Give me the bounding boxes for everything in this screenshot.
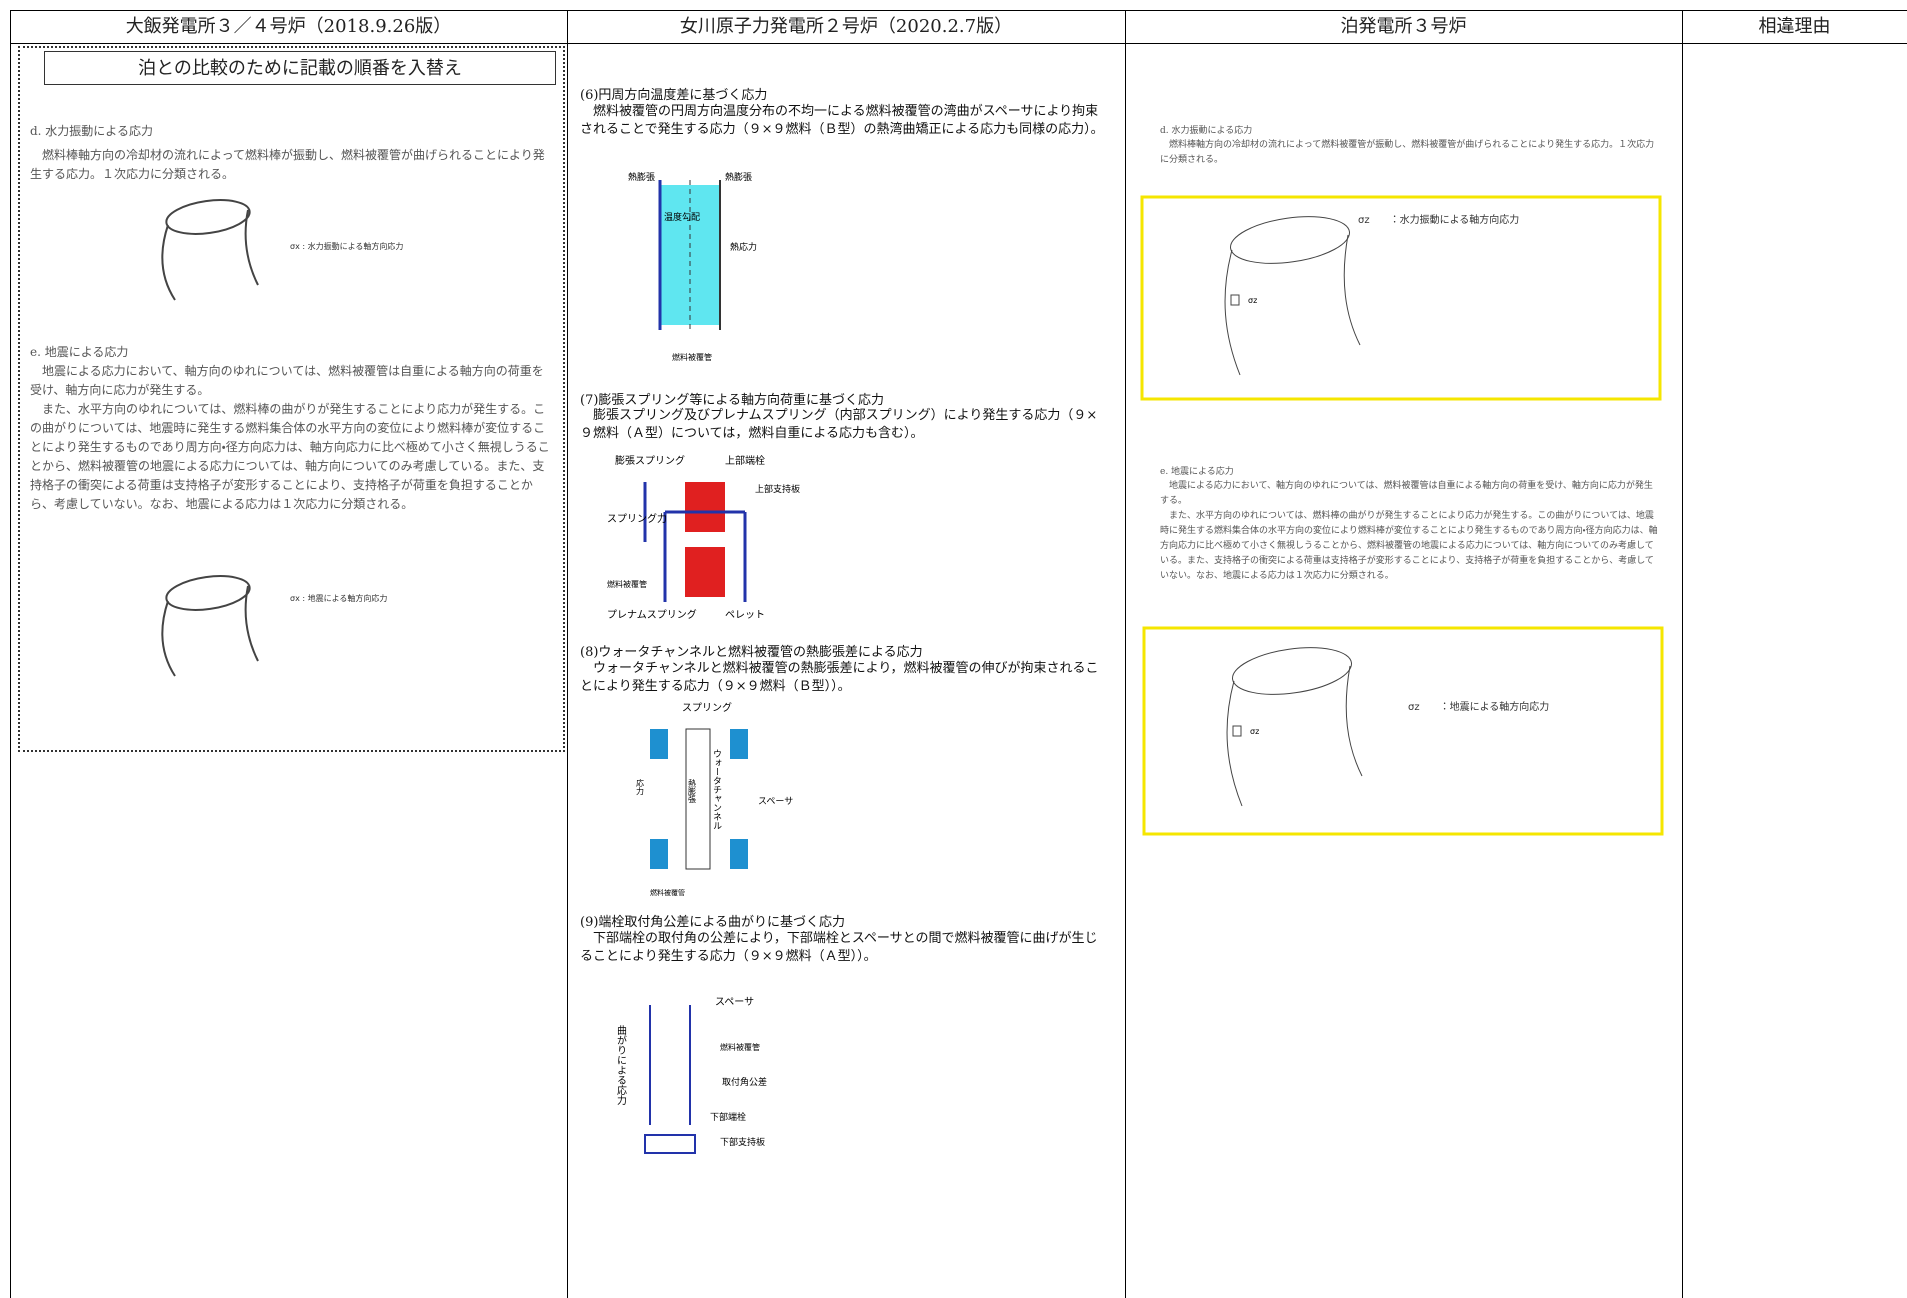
thermal-figure: 熱膨張 熱膨張 温度勾配 熱応力 燃料被覆管: [628, 171, 757, 362]
figure-label: 応力: [636, 779, 645, 796]
table-top: [10, 10, 1907, 11]
paragraph: 燃料棒軸方向の冷却材の流れによって燃料棒が振動し、燃料被覆管が曲げられることによ…: [30, 148, 545, 181]
figure-label: σx : 水力振動による軸方向応力: [290, 241, 403, 251]
figure-label: σz ：地震による軸方向応力: [1408, 700, 1549, 713]
column-header: 大飯発電所３／４号炉（2018.9.26版）: [10, 10, 567, 44]
section-title: d. 水力振動による応力: [1160, 126, 1253, 136]
paragraph: 地震による応力において、軸方向のゆれについては、燃料被覆管は自重による軸方向の荷…: [1160, 481, 1653, 506]
paragraph: また、水平方向のゆれについては、燃料棒の曲がりが発生することにより応力が発生する…: [1160, 511, 1658, 581]
figure-label: 燃料被覆管: [650, 888, 685, 897]
spring-figure: 膨張スプリング 上部端栓 上部支持板 スプリング力 燃料被覆管 プレナムスプリン…: [607, 454, 800, 621]
col-line: [1682, 10, 1683, 1298]
figure-label: スプリング力: [607, 512, 667, 525]
channel-figure: スプリング ウォータチャンネル 熱膨張 応力 スペーサ 燃料被覆管: [636, 701, 794, 897]
column-header: 相違理由: [1682, 10, 1907, 44]
figure-label: 下部端栓: [710, 1111, 746, 1123]
figure-label: 上部支持板: [755, 483, 800, 495]
figure-label: 熱応力: [730, 241, 757, 253]
figure-label: σx : 地震による軸方向応力: [290, 593, 387, 603]
figure-label: 熱膨張: [725, 171, 752, 183]
figure-label: 燃料被覆管: [607, 579, 647, 589]
col-line: [10, 10, 11, 1298]
tube-figure: σx : 地震による軸方向応力: [161, 575, 387, 677]
figure-label: 曲がりによる応力: [615, 1025, 627, 1106]
paragraph: 燃料棒軸方向の冷却材の流れによって燃料被覆管が振動し、燃料被覆管が曲げられること…: [1160, 140, 1655, 165]
figure-symbol: σz: [1248, 296, 1257, 305]
figure-label: 熱膨張: [688, 778, 697, 804]
figure-label: 下部支持板: [720, 1136, 765, 1148]
col-line: [1125, 10, 1126, 1298]
paragraph: 下部端栓の取付角の公差により，下部端栓とスペーサとの間で燃料被覆管に曲げが生じる…: [580, 931, 1098, 964]
section-title: e. 地震による応力: [1160, 467, 1234, 477]
paragraph: 膨張スプリング及びプレナムスプリング（内部スプリング）により発生する応力（９×９…: [580, 408, 1098, 441]
figure-label: 燃料被覆管: [720, 1042, 760, 1052]
paragraph: ウォータチャンネルと燃料被覆管の熱膨張差により，燃料被覆管の伸びが拘束されること…: [580, 661, 1099, 694]
section-title: d. 水力振動による応力: [30, 124, 153, 138]
figure-label: ペレット: [725, 610, 765, 621]
paragraph: 地震による応力において、軸方向のゆれについては、燃料被覆管は自重による軸方向の荷…: [30, 364, 544, 397]
figure-label: 上部端栓: [725, 454, 765, 467]
figure-symbol: σz: [1250, 727, 1259, 736]
figure-label: 温度勾配: [664, 211, 700, 223]
endplug-figure: スペーサ 燃料被覆管 取付角公差 下部端栓 下部支持板 曲がりによる応力: [615, 996, 767, 1154]
paragraph: また、水平方向のゆれについては、燃料棒の曲がりが発生することにより応力が発生する…: [30, 402, 550, 511]
figure-label: ウォータチャンネル: [711, 749, 722, 830]
figure-label: 取付角公差: [722, 1076, 767, 1088]
figure-label: スペーサ: [758, 796, 793, 807]
figure-label: 燃料被覆管: [672, 352, 712, 362]
figure-label: σz ：水力振動による軸方向応力: [1358, 213, 1519, 226]
column-header: 泊発電所３号炉: [1125, 10, 1682, 44]
section-title: (8)ウォータチャンネルと燃料被覆管の熱膨張差による応力: [580, 645, 923, 660]
section-title: (6)円周方向温度差に基づく応力: [580, 88, 768, 103]
dotted-frame: [18, 46, 565, 752]
paragraph: 燃料被覆管の円周方向温度分布の不均一による燃料被覆管の湾曲がスペーサにより拘束さ…: [580, 104, 1104, 137]
tube-figure: σx : 水力振動による軸方向応力: [161, 199, 403, 301]
figure-label: 熱膨張: [628, 171, 655, 183]
col-line: [567, 10, 568, 1298]
figure-label: スペーサ: [715, 996, 754, 1008]
banner: 泊との比較のために記載の順番を入替え: [44, 51, 556, 85]
figure-label: スプリング: [682, 701, 732, 714]
figure-label: プレナムスプリング: [607, 608, 697, 621]
column-header: 女川原子力発電所２号炉（2020.2.7版）: [567, 10, 1125, 44]
yellow-figure: σz σz ：水力振動による軸方向応力: [1140, 195, 1662, 401]
yellow-figure: σz σz ：地震による軸方向応力: [1142, 626, 1664, 836]
section-title: e. 地震による応力: [30, 345, 129, 359]
section-title: (7)膨張スプリング等による軸方向荷重に基づく応力: [580, 393, 885, 408]
section-title: (9)端栓取付角公差による曲がりに基づく応力: [580, 915, 846, 930]
figure-label: 膨張スプリング: [615, 454, 685, 467]
